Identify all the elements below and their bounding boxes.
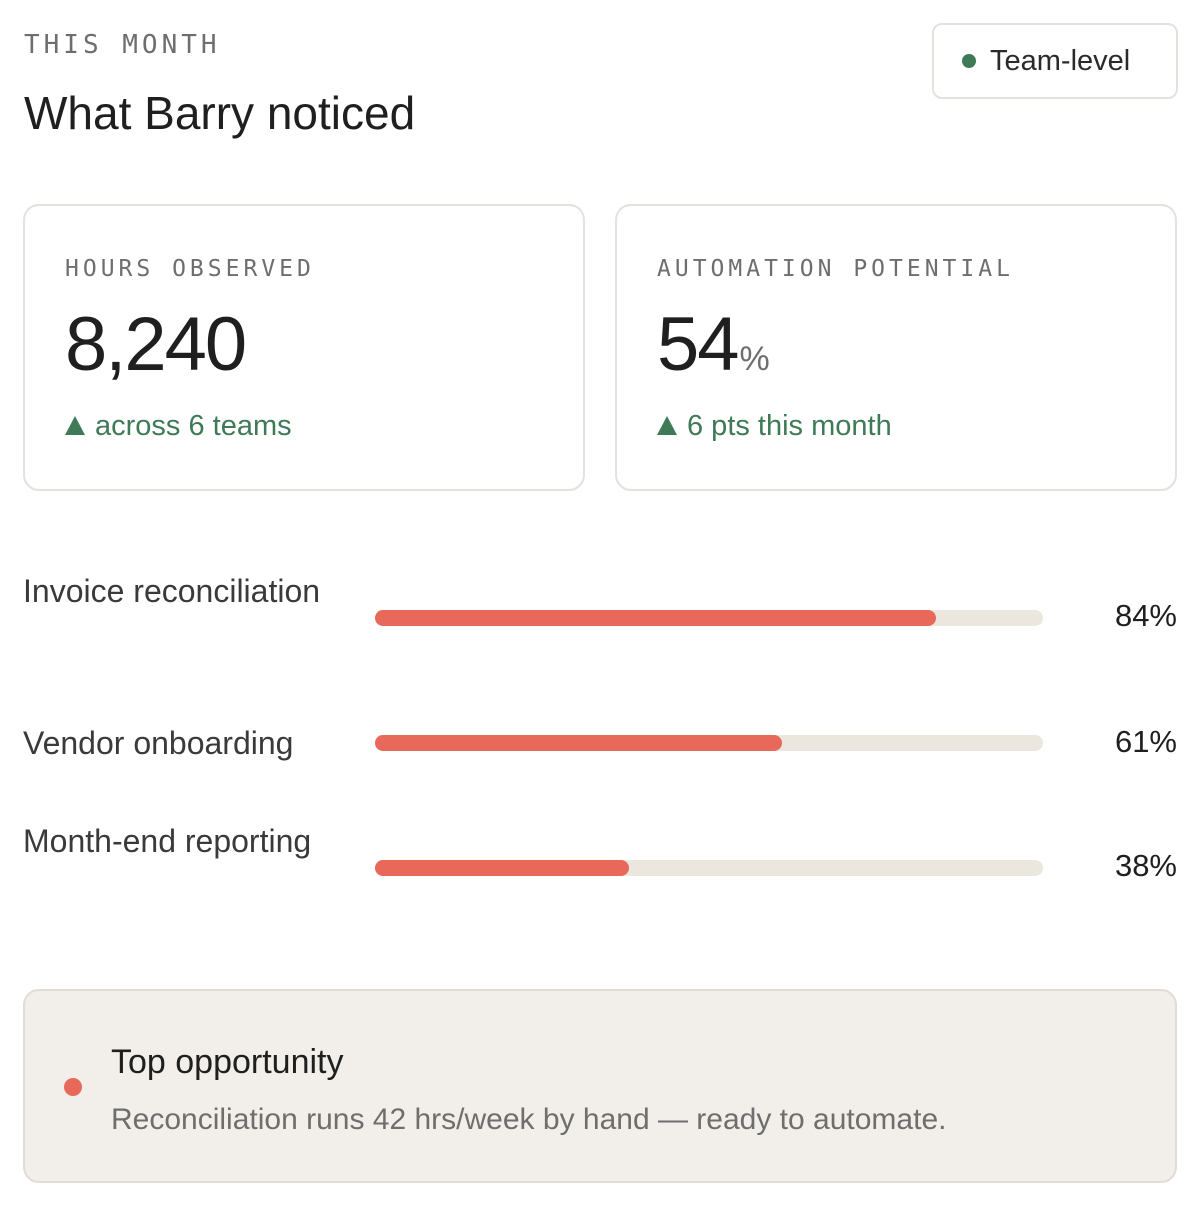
scope-badge-label: Team-level [990, 44, 1131, 77]
bar-label: Invoice reconciliation [23, 573, 321, 609]
progress-track [375, 735, 1043, 751]
callout-body: Reconciliation runs 42 hrs/week by hand … [111, 1103, 947, 1136]
up-triangle-icon [65, 416, 85, 435]
up-triangle-icon [657, 416, 677, 435]
progress-fill [375, 735, 783, 751]
callout-heading: Top opportunity [111, 1043, 344, 1081]
bar-label: Vendor onboarding [23, 725, 294, 761]
metric-unit: % [739, 340, 770, 378]
scope-badge[interactable]: Team-level [932, 23, 1178, 99]
metric-label: AUTOMATION POTENTIAL [657, 256, 1014, 282]
metric-card-hours: HOURS OBSERVED 8,240 across 6 teams [23, 204, 585, 491]
metric-value: 54% [657, 302, 770, 387]
alert-dot-icon [64, 1078, 82, 1096]
eyebrow-label: THIS MONTH [24, 30, 221, 60]
progress-track [375, 610, 1043, 626]
metric-value: 8,240 [65, 302, 247, 387]
metric-card-automation: AUTOMATION POTENTIAL 54% 6 pts this mont… [615, 204, 1177, 491]
bar-percent: 38% [1114, 848, 1177, 883]
bar-label: Month-end reporting [23, 823, 312, 859]
progress-fill [375, 860, 629, 876]
bar-percent: 61% [1114, 724, 1177, 759]
progress-fill [375, 610, 937, 626]
status-dot-icon [962, 54, 976, 68]
metric-delta: 6 pts this month [657, 410, 892, 443]
metric-label: HOURS OBSERVED [65, 256, 315, 282]
metric-delta: across 6 teams [65, 410, 292, 443]
bar-percent: 84% [1114, 598, 1177, 633]
progress-track [375, 860, 1043, 876]
top-opportunity-callout: Top opportunity Reconciliation runs 42 h… [23, 989, 1177, 1183]
page-title: What Barry noticed [24, 87, 416, 139]
